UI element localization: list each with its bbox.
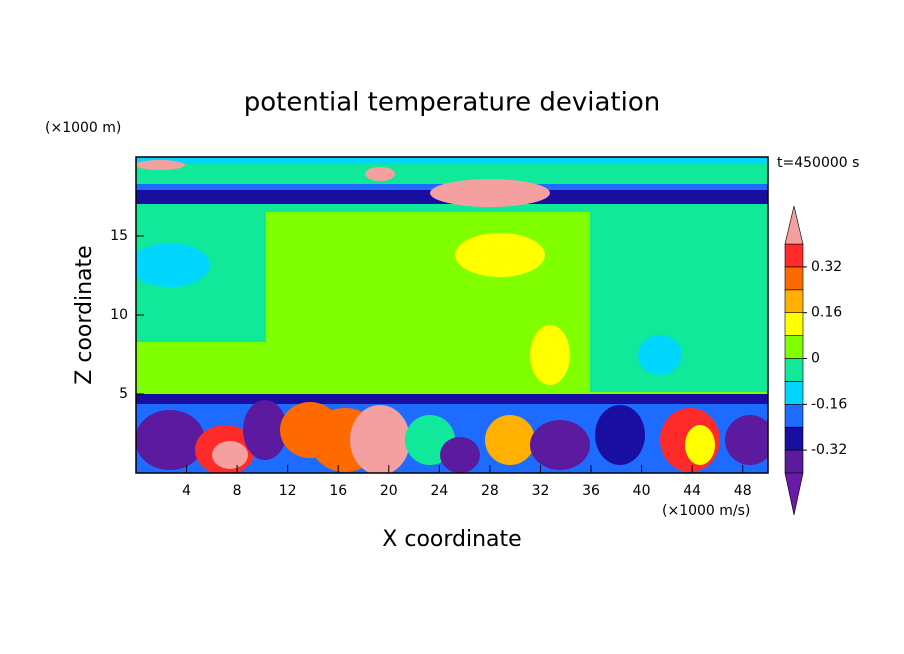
x-tick-label: 16 bbox=[329, 483, 347, 499]
colorbar-band bbox=[784, 312, 804, 336]
colorbar-tick-label: -0.32 bbox=[811, 442, 847, 458]
x-tick-label: 32 bbox=[532, 483, 550, 499]
colorbar-band bbox=[784, 243, 804, 268]
colorbar-band bbox=[784, 381, 804, 405]
x-tick-label: 48 bbox=[734, 483, 752, 499]
x-tick-label: 28 bbox=[481, 483, 499, 499]
colorbar-tick-label: -0.16 bbox=[811, 396, 847, 412]
y-tick-label: 5 bbox=[119, 386, 128, 402]
y-unit: (×1000 m) bbox=[45, 120, 121, 136]
x-tick-label: 12 bbox=[279, 483, 297, 499]
chart-title: potential temperature deviation bbox=[244, 88, 660, 118]
x-unit: (×1000 m/s) bbox=[662, 503, 750, 519]
colorbar-over bbox=[784, 205, 804, 245]
colorbar-band bbox=[784, 266, 804, 291]
x-axis-label: X coordinate bbox=[382, 527, 521, 552]
colorbar-band bbox=[784, 426, 804, 451]
colorbar-band bbox=[784, 289, 804, 313]
y-tick-label: 10 bbox=[110, 307, 128, 323]
colorbar-band bbox=[784, 403, 804, 428]
x-tick-label: 44 bbox=[683, 483, 701, 499]
colorbar-tick-label: 0 bbox=[811, 351, 820, 367]
colorbar-band bbox=[784, 449, 804, 474]
x-tick-label: 8 bbox=[233, 483, 242, 499]
x-tick-label: 24 bbox=[430, 483, 448, 499]
x-tick-label: 20 bbox=[380, 483, 398, 499]
y-tick-label: 15 bbox=[110, 228, 128, 244]
x-tick-label: 36 bbox=[582, 483, 600, 499]
x-tick-label: 40 bbox=[633, 483, 651, 499]
contour-field bbox=[136, 157, 768, 473]
colorbar-tick-label: 0.32 bbox=[811, 259, 842, 275]
x-tick-label: 4 bbox=[182, 483, 191, 499]
colorbar-under bbox=[784, 472, 804, 516]
colorbar-tick-label: 0.16 bbox=[811, 305, 842, 321]
y-axis-label: Z coordinate bbox=[72, 245, 97, 384]
colorbar-band bbox=[784, 335, 804, 359]
annotation: t=450000 s bbox=[777, 155, 859, 171]
colorbar-band bbox=[784, 358, 804, 382]
